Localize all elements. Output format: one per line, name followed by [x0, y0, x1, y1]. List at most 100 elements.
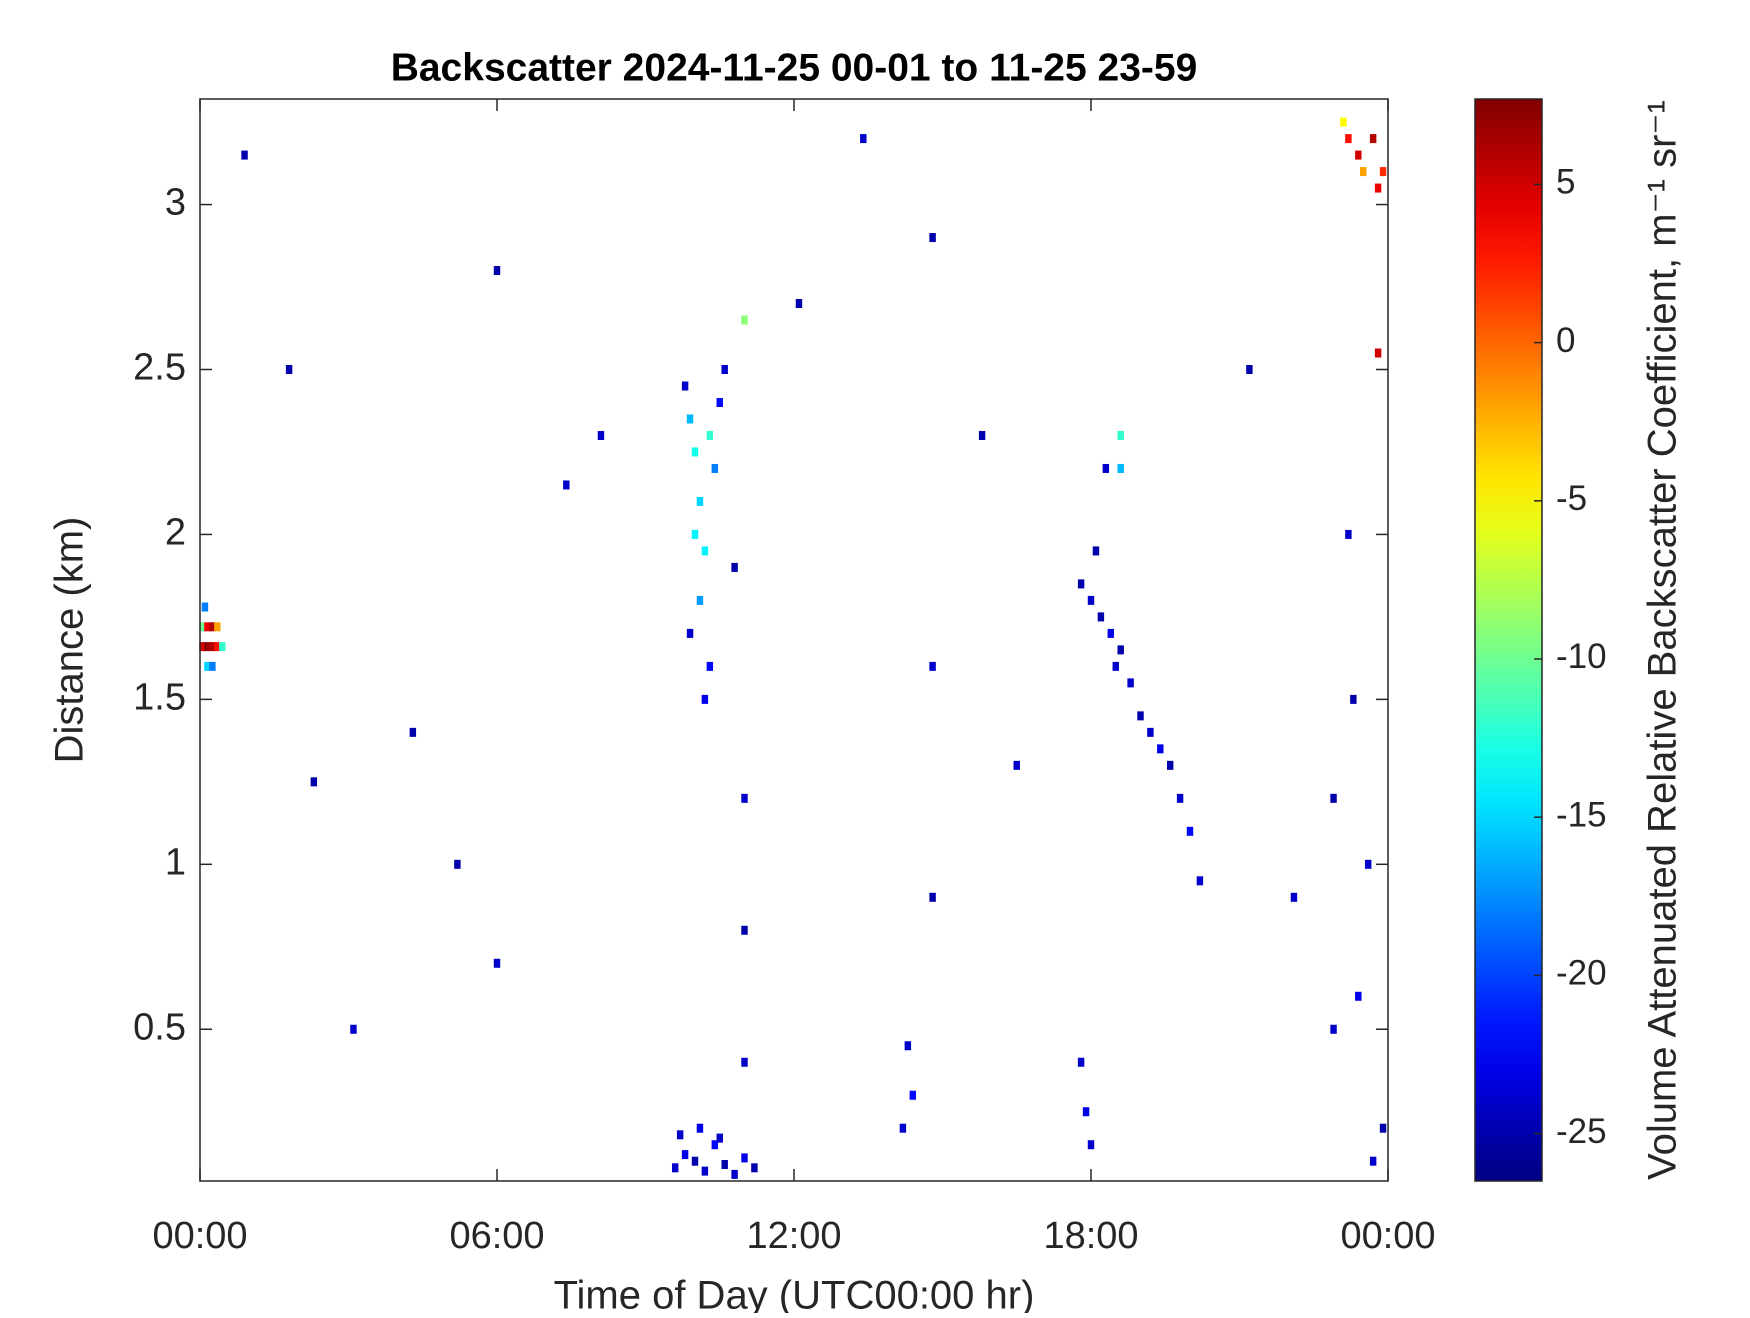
heatmap-cell — [204, 661, 211, 671]
heatmap-cell — [199, 622, 206, 632]
heatmap-cell — [1117, 463, 1124, 473]
y-axis-label: Distance (km) — [48, 517, 92, 764]
x-tick-label: 12:00 — [746, 1215, 841, 1257]
colorbar-tick-label: -25 — [1556, 1112, 1607, 1151]
plot-frame — [199, 98, 1389, 1182]
colorbar-tick-label: 5 — [1556, 163, 1575, 202]
heatmap-cell — [696, 595, 704, 605]
heatmap-cell — [711, 463, 719, 473]
x-tick-label: 06:00 — [449, 1215, 544, 1257]
heatmap-cell — [1330, 1024, 1337, 1034]
heatmap-cell — [741, 1153, 748, 1163]
heatmap-cell — [241, 150, 248, 160]
heatmap-cell — [209, 642, 216, 652]
heatmap-cell — [285, 365, 293, 374]
heatmap-cell — [1117, 645, 1124, 655]
heatmap-cell — [493, 958, 501, 968]
heatmap-cell — [1137, 711, 1144, 721]
heatmap-cell — [706, 661, 714, 671]
heatmap-cell — [209, 622, 216, 632]
heatmap-cell — [929, 233, 936, 243]
heatmap-cell — [1350, 694, 1357, 704]
heatmap-cell — [686, 414, 694, 424]
heatmap-cell — [1330, 793, 1337, 803]
heatmap-cell — [1290, 892, 1298, 902]
heatmap-cell — [597, 430, 605, 440]
heatmap-cell — [860, 134, 867, 144]
heatmap-cell — [1082, 1107, 1090, 1117]
heatmap-cell — [671, 1163, 679, 1173]
heatmap-cell — [701, 1166, 709, 1176]
heatmap-cell — [1112, 661, 1119, 671]
heatmap-cell — [1166, 760, 1174, 770]
heatmap-cell — [691, 529, 699, 539]
heatmap-cell — [899, 1123, 907, 1133]
heatmap-cell — [204, 642, 211, 652]
heatmap-cell — [691, 447, 699, 457]
heatmap-cell — [1345, 134, 1352, 144]
heatmap-cell — [701, 546, 709, 556]
heatmap-cell — [1107, 628, 1115, 638]
y-tick-label: 1.5 — [133, 676, 186, 718]
colorbar-label: Volume Attenuated Relative Backscatter C… — [1641, 100, 1685, 1180]
x-tick-label: 18:00 — [1043, 1215, 1138, 1257]
y-tick-label: 3 — [165, 182, 186, 224]
heatmap-cell — [1364, 859, 1372, 869]
heatmap-cell — [204, 622, 211, 632]
heatmap-cell — [731, 562, 738, 572]
heatmap-cell — [1157, 744, 1164, 754]
heatmap-cell — [751, 1163, 758, 1173]
heatmap-cell — [1176, 793, 1184, 803]
heatmap-cell — [409, 727, 417, 737]
heatmap-cell — [1246, 365, 1253, 374]
colorbar — [1474, 98, 1543, 1182]
heatmap-cell — [209, 661, 216, 671]
heatmap-cell — [716, 397, 723, 407]
heatmap-cell — [904, 1041, 912, 1051]
colorbar-tick-label: -5 — [1556, 479, 1587, 518]
heatmap-cell — [1340, 117, 1347, 127]
x-tick-label: 00:00 — [152, 1215, 247, 1257]
heatmap-cell — [691, 1156, 699, 1166]
colorbar-tick-label: -15 — [1556, 795, 1607, 834]
heatmap-cell — [1092, 546, 1100, 556]
x-tick-label: 00:00 — [1340, 1215, 1435, 1257]
heatmap-cell — [741, 793, 748, 803]
y-tick-label: 2.5 — [133, 347, 186, 389]
heatmap-cell — [1127, 678, 1134, 688]
heatmap-cell — [1087, 1140, 1095, 1150]
heatmap-cell — [681, 381, 689, 391]
heatmap-cell — [1379, 1123, 1387, 1133]
heatmap-cell — [1196, 876, 1204, 886]
colorbar-tick-label: 0 — [1556, 321, 1575, 360]
heatmap-cell — [1077, 579, 1085, 589]
colorbar-tick-label: -10 — [1556, 637, 1607, 676]
heatmap-cell — [214, 642, 221, 652]
heatmap-cell — [1102, 463, 1110, 473]
heatmap-cell — [701, 694, 709, 704]
heatmap-cell — [201, 602, 209, 612]
heatmap-cell — [1360, 167, 1367, 177]
heatmap-cell — [929, 661, 936, 671]
heatmap-cell — [1379, 167, 1387, 177]
heatmap-cell — [706, 430, 714, 440]
heatmap-cell — [1369, 1156, 1377, 1166]
heatmap-cell — [909, 1090, 917, 1100]
heatmap-cell — [350, 1024, 357, 1034]
heatmap-cell — [1355, 991, 1362, 1001]
heatmap-cell — [454, 859, 461, 869]
heatmap-cell — [493, 266, 501, 276]
heatmap-cell — [696, 1123, 704, 1133]
heatmap-cell — [731, 1169, 738, 1179]
heatmap-cell — [681, 1150, 689, 1160]
x-axis-label: Time of Day (UTC00:00 hr) — [554, 1274, 1035, 1313]
heatmap-cell — [1374, 348, 1382, 358]
heatmap-cell — [1097, 612, 1105, 622]
colorbar-tick-label: -20 — [1556, 954, 1607, 993]
heatmap-cell — [1077, 1057, 1085, 1067]
heatmap-cell — [721, 1160, 728, 1170]
heatmap-cell — [1369, 134, 1377, 144]
heatmap-cell — [686, 628, 694, 638]
heatmap-cell — [1147, 727, 1154, 737]
